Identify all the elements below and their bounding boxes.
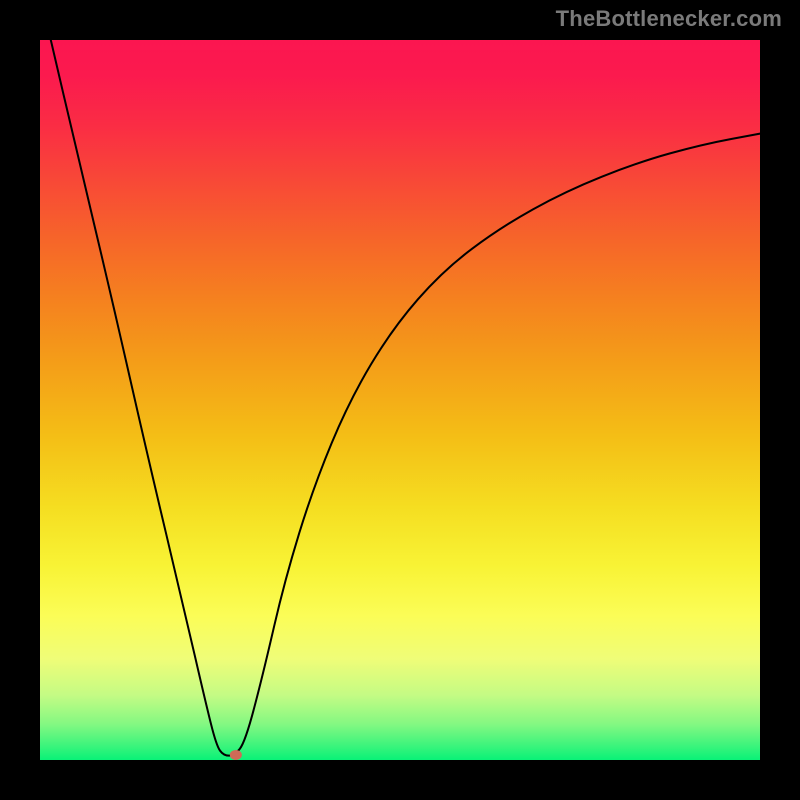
watermark-text: TheBottlenecker.com: [556, 6, 782, 32]
optimal-point-marker: [230, 750, 242, 760]
chart-frame: TheBottlenecker.com: [0, 0, 800, 800]
bottleneck-chart: [0, 0, 800, 800]
plot-background: [40, 40, 760, 760]
